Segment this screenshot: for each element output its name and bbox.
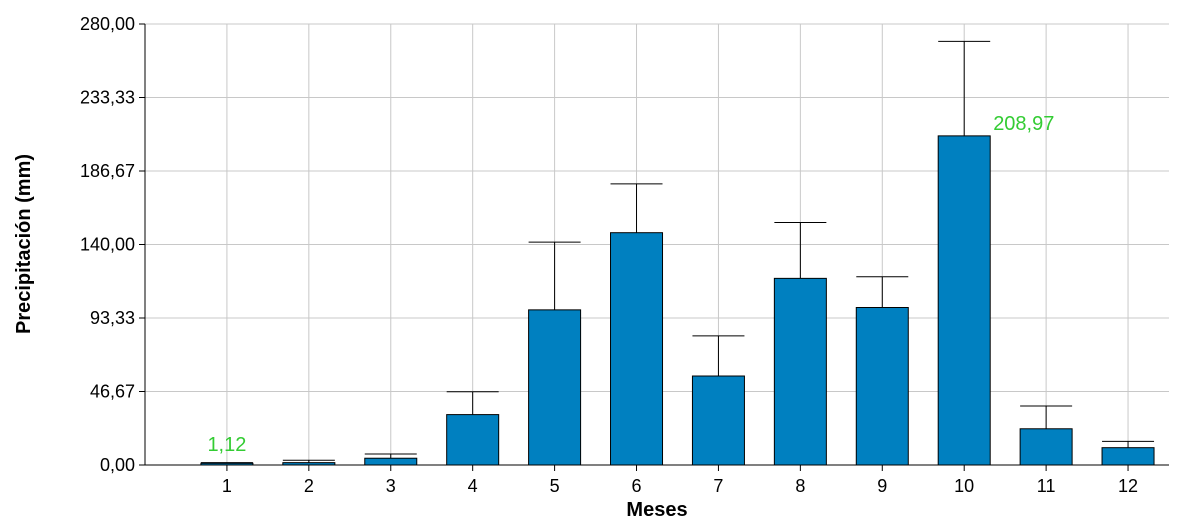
data-labels: 1,12 208,97 [207, 113, 1054, 456]
bar [1019, 428, 1073, 466]
x-tick-label: 8 [795, 476, 805, 496]
error-bars-group [200, 40, 1155, 464]
bar [610, 232, 664, 466]
x-tick-label: 10 [954, 476, 974, 496]
x-axis-title: Meses [626, 499, 687, 521]
y-tick-labels: 0,00 46,67 93,33 140,00 186,67 233,33 280,00 [80, 14, 135, 475]
data-label: 208,97 [993, 113, 1054, 135]
bar [528, 309, 582, 466]
x-tick-label: 12 [1118, 476, 1138, 496]
bar [937, 135, 991, 466]
y-tick-label: 93,33 [90, 308, 135, 328]
x-tick-labels: 1 2 3 4 5 6 7 8 9 10 11 12 [222, 476, 1138, 496]
bar [1101, 447, 1155, 466]
y-tick-label: 186,67 [80, 161, 135, 181]
y-tick-label: 280,00 [80, 14, 135, 34]
x-tick-label: 3 [386, 476, 396, 496]
bar [446, 414, 500, 466]
x-tick-label: 5 [550, 476, 560, 496]
x-tick-label: 4 [468, 476, 478, 496]
bar [773, 277, 827, 466]
bar [691, 375, 745, 466]
y-tick-label: 233,33 [80, 88, 135, 108]
bar [364, 457, 418, 466]
y-tick-label: 140,00 [80, 235, 135, 255]
x-tick-label: 11 [1037, 476, 1056, 496]
x-tick-label: 9 [877, 476, 887, 496]
bars-group [200, 135, 1155, 466]
x-tick-label: 7 [713, 476, 723, 496]
y-tick-label: 46,67 [90, 381, 135, 401]
data-label: 1,12 [207, 434, 246, 456]
bar [855, 307, 909, 466]
axes [139, 23, 1169, 471]
y-axis-title: Precipitación (mm) [13, 154, 35, 334]
x-tick-label: 2 [304, 476, 314, 496]
x-tick-label: 1 [222, 476, 232, 496]
y-tick-label: 0,00 [100, 455, 135, 475]
x-tick-label: 6 [632, 476, 642, 496]
